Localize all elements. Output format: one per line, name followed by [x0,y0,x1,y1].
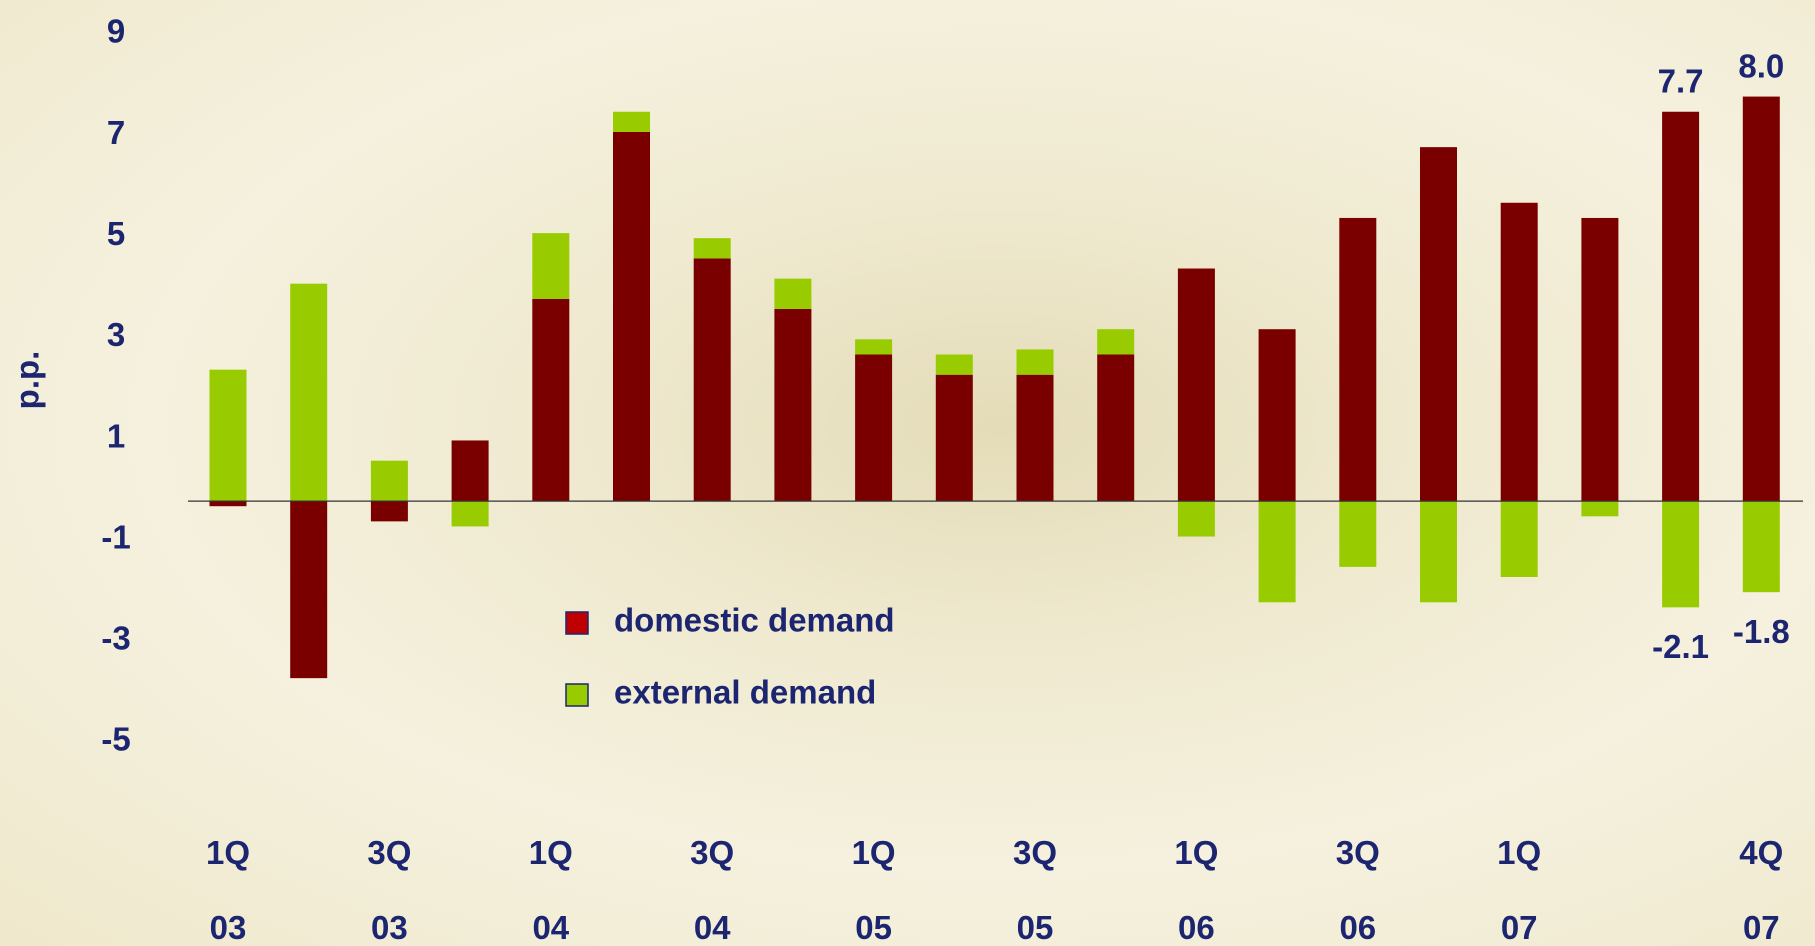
bar [1500,501,1538,577]
bar [613,111,650,132]
bar [693,258,731,502]
bar [613,131,650,502]
y-tick-label: 7 [107,114,125,151]
value-label: 8.0 [1738,47,1784,84]
bar [532,298,570,502]
value-label: 7.7 [1658,62,1704,99]
x-tick-label: 3Q 03 [367,834,412,946]
bar [209,369,247,502]
legend-label: external demand [614,674,876,711]
bar [1500,202,1538,502]
bar [1420,501,1457,603]
bar [1420,147,1457,502]
bar [451,501,489,527]
bar [1016,349,1054,375]
y-tick-label: 5 [107,215,125,252]
value-label: -2.1 [1652,628,1709,665]
bar [935,374,973,502]
y-tick-label: 9 [107,13,125,50]
bar [935,354,973,375]
bar [209,501,247,507]
x-tick-label: 3Q 05 [1012,834,1058,946]
bar [693,238,731,259]
bar [1339,217,1377,502]
bar [1662,111,1700,502]
bar [532,233,570,299]
bar [774,278,812,309]
legend-marker [565,611,589,635]
bar [1097,354,1135,502]
x-tick-label: 1Q 07 [1497,834,1542,946]
bar [1177,268,1215,502]
bar [1339,501,1377,567]
y-tick-label: 1 [107,417,125,454]
bar [1177,501,1215,537]
bar [774,308,812,502]
bar [1258,501,1296,603]
y-tick-label: -5 [101,721,130,758]
bar [1742,501,1780,593]
bar [451,440,489,502]
x-tick-label: 1Q 04 [528,834,573,946]
bar [855,339,893,355]
bar [1581,501,1619,517]
bar [1581,217,1619,502]
y-tick-label: 3 [107,316,125,353]
x-tick-label: 1Q 05 [851,834,896,946]
bar [370,460,408,502]
x-tick-label: 4Q 07 [1739,834,1784,946]
bar [290,283,328,502]
y-tick-label: -3 [101,620,130,657]
y-tick-label: -1 [101,518,130,555]
x-tick-label: 3Q 04 [690,834,735,946]
x-tick-label: 1Q 03 [205,834,251,946]
bar [855,354,893,502]
bar [1662,501,1700,608]
legend-label: domestic demand [614,602,895,639]
bar [370,501,408,522]
legend-marker [565,683,589,707]
bar [1742,96,1780,502]
y-axis-label: p.p. [9,351,46,410]
bar [1258,329,1296,502]
bar [1097,329,1135,355]
bar [1016,374,1054,502]
x-tick-label: 3Q 06 [1335,834,1380,946]
x-tick-label: 1Q 06 [1174,834,1219,946]
bar [290,501,328,679]
value-label: -1.8 [1733,613,1790,650]
